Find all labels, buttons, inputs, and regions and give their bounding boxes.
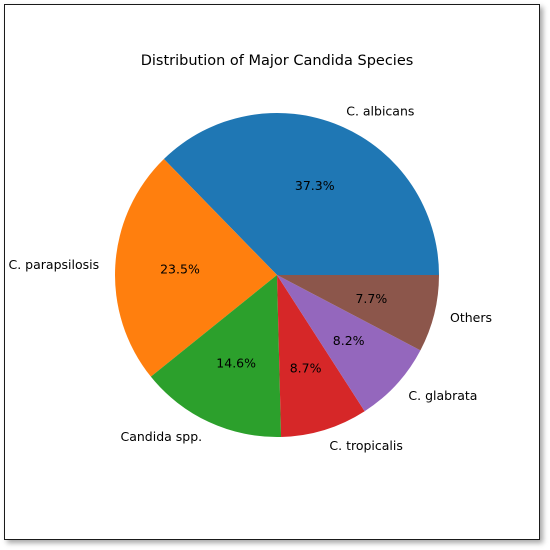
chart-title: Distribution of Major Candida Species	[141, 53, 414, 69]
pie-percent-label: 7.7%	[355, 291, 387, 306]
pie-slices	[115, 113, 439, 437]
pie-labels: 37.3% C. albicans 23.5% C. parapsilosis 14.6…	[9, 103, 493, 453]
pie-category-label: C. tropicalis	[329, 438, 403, 453]
pie-percent-label: 8.7%	[290, 360, 322, 375]
pie-slice-candida-spp	[150, 275, 282, 437]
pie-category-label: Others	[450, 310, 492, 325]
pie-slice-c-albicans	[163, 113, 439, 275]
pie-category-label: C. glabrata	[408, 388, 477, 403]
pie-slice-others	[277, 275, 439, 351]
pie-category-label: C. albicans	[346, 103, 414, 118]
pie-category-label: C. parapsilosis	[9, 257, 100, 272]
pie-percent-label: 23.5%	[160, 262, 200, 277]
pie-slice-c-glabrata	[277, 275, 421, 412]
pie-percent-label: 37.3%	[295, 178, 335, 193]
pie-slice-c-parapsilosis	[115, 159, 277, 377]
pie-category-label: Candida spp.	[121, 429, 203, 444]
pie-percent-label: 14.6%	[216, 356, 256, 371]
pie-slice-c-tropicalis	[277, 275, 365, 437]
pie-percent-label: 8.2%	[333, 333, 365, 348]
